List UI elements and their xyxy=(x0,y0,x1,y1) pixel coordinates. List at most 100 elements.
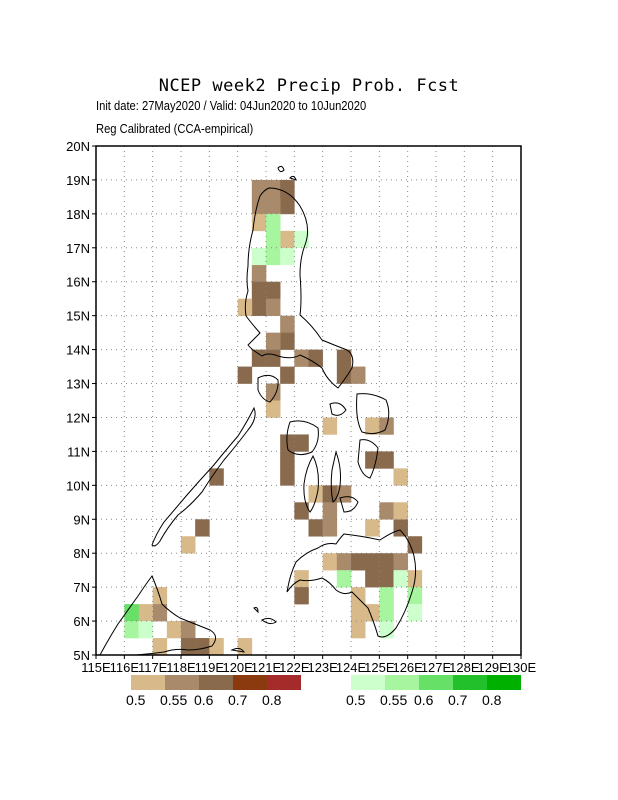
dry-prob-cell xyxy=(181,536,196,554)
map-title: NCEP week2 Precip Prob. Fcst xyxy=(158,76,460,96)
dry-prob-cell xyxy=(280,451,295,469)
dry-prob-cell xyxy=(393,519,408,537)
dry-legend-label: 0.55 xyxy=(160,692,188,708)
x-tick-label: 129E xyxy=(477,660,508,675)
x-tick-label: 127E xyxy=(421,660,452,675)
coastline-masbate xyxy=(329,402,347,416)
dry-legend-swatch xyxy=(199,675,233,690)
x-tick-label: 115E xyxy=(81,660,111,675)
dry-prob-cell xyxy=(280,366,295,384)
dry-prob-cell xyxy=(407,536,423,554)
dry-prob-cell xyxy=(322,417,338,435)
coastline-negros xyxy=(303,454,319,513)
dry-prob-cell xyxy=(251,349,267,367)
dry-prob-cell xyxy=(181,638,196,656)
dry-prob-cell xyxy=(152,638,168,656)
wet-legend-label: 0.6 xyxy=(414,692,434,708)
dry-prob-cell xyxy=(266,383,281,401)
dry-prob-cell xyxy=(322,485,338,503)
map-subtitle-dates: Init date: 27May2020 / Valid: 04Jun2020 … xyxy=(96,98,367,113)
y-tick-label: 12N xyxy=(66,410,90,425)
y-tick-label: 10N xyxy=(66,478,90,493)
dry-legend-label: 0.7 xyxy=(228,692,248,708)
lat-tick-labels: 5N 6N 7N 8N 9N 10N 11N 12N 13N 14N 15N 16N 17N 18N 19N… xyxy=(66,139,96,663)
x-tick-label: 117E xyxy=(138,660,168,675)
coastline-sulu-islands xyxy=(230,607,277,653)
wet-prob-cell xyxy=(124,621,139,639)
dry-prob-cell xyxy=(379,502,394,520)
wet-legend-swatch xyxy=(351,675,385,690)
wet-prob-cell xyxy=(393,570,408,588)
coastline-borneo xyxy=(99,575,216,656)
dry-prob-cell xyxy=(322,519,338,537)
y-tick-label: 17N xyxy=(66,241,90,256)
map-subtitle-method: Reg Calibrated (CCA-empirical) xyxy=(96,121,254,136)
dry-prob-cell xyxy=(294,434,309,452)
wet-legend-label: 0.7 xyxy=(448,692,468,708)
dry-prob-cell xyxy=(379,553,394,571)
dry-prob-cell xyxy=(308,519,323,537)
x-tick-label: 120E xyxy=(222,660,253,675)
y-tick-label: 15N xyxy=(66,309,90,324)
x-tick-label: 128E xyxy=(449,660,480,675)
dry-prob-cell xyxy=(351,621,366,639)
y-tick-label: 14N xyxy=(66,343,90,358)
dry-prob-cell xyxy=(266,400,281,418)
dry-prob-cell xyxy=(336,553,352,571)
dry-prob-cell xyxy=(294,502,309,520)
coastline-bohol xyxy=(339,496,359,513)
y-tick-label: 11N xyxy=(67,444,90,459)
dry-prob-cell xyxy=(294,349,309,367)
dry-prob-cell xyxy=(365,604,380,622)
y-tick-label: 9N xyxy=(73,512,90,527)
coastline-cebu xyxy=(330,450,341,503)
coastline-mindanao xyxy=(286,529,417,638)
dry-prob-cell xyxy=(336,366,352,384)
y-tick-label: 19N xyxy=(66,173,90,188)
coastline-leyte xyxy=(357,439,379,479)
wet-legend-swatch xyxy=(385,675,419,690)
x-tick-label: 126E xyxy=(392,660,423,675)
wet-prob-cell xyxy=(379,604,394,622)
wet-prob-cell xyxy=(266,247,281,266)
dry-prob-cell xyxy=(294,587,309,605)
dry-prob-cell xyxy=(280,315,295,333)
dry-legend-swatch xyxy=(267,675,301,690)
coastline-mindoro xyxy=(257,374,279,403)
dry-prob-cell xyxy=(266,281,281,299)
dry-prob-cell xyxy=(365,451,380,469)
dry-prob-cell xyxy=(308,485,323,503)
wet-prob-cell xyxy=(266,213,281,232)
x-tick-label: 125E xyxy=(364,660,395,675)
dry-prob-cell xyxy=(138,604,153,622)
dry-prob-cell xyxy=(237,366,253,384)
dry-prob-cell xyxy=(393,502,408,520)
wet-prob-cell xyxy=(379,587,394,605)
wet-legend-swatch xyxy=(419,675,453,690)
dry-prob-cell xyxy=(251,264,267,283)
wet-legend-label: 0.55 xyxy=(380,692,408,708)
dry-prob-cell xyxy=(280,196,295,215)
x-tick-label: 130E xyxy=(506,660,537,675)
y-tick-label: 7N xyxy=(73,580,90,595)
y-tick-label: 13N xyxy=(66,377,90,392)
dry-prob-cell xyxy=(166,621,182,639)
coastline-babuyan xyxy=(277,165,297,181)
y-tick-label: 6N xyxy=(73,614,90,629)
coastline-palawan xyxy=(151,406,256,547)
dry-prob-cell xyxy=(152,604,168,622)
wet-prob-cell xyxy=(280,247,295,266)
dry-prob-cell xyxy=(322,502,338,520)
probability-cells xyxy=(124,179,423,656)
dry-prob-cell xyxy=(266,349,281,367)
dry-prob-cell xyxy=(251,179,267,198)
dry-prob-cell xyxy=(251,298,267,316)
x-tick-label: 116E xyxy=(110,660,140,675)
dry-prob-cell xyxy=(237,638,253,656)
x-tick-label: 122E xyxy=(279,660,310,675)
dry-prob-cell xyxy=(266,332,281,350)
dry-legend-swatch xyxy=(165,675,199,690)
dry-prob-cell xyxy=(195,519,210,537)
wet-legend-label: 0.5 xyxy=(346,692,366,708)
